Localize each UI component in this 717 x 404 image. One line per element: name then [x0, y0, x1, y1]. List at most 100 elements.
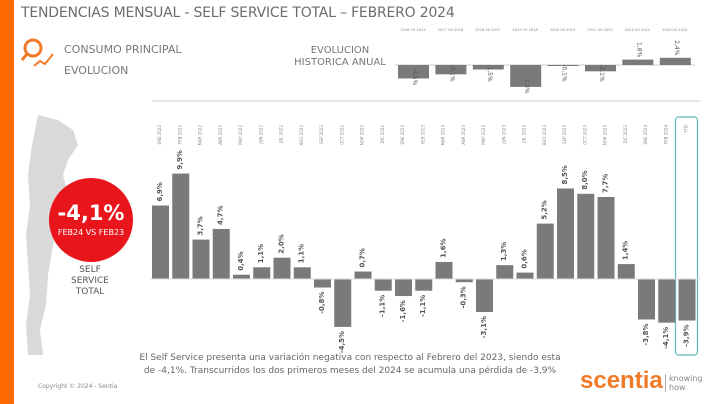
month-label: DIC 2023 [623, 125, 628, 144]
bar-value-label: 1,1% [298, 244, 306, 263]
month-bar [192, 239, 210, 279]
month-bar [212, 228, 230, 279]
month-label: YTD [684, 125, 689, 134]
mini-bar-label: -7,3% [523, 76, 530, 94]
bar-value-label: -0,3% [460, 286, 468, 308]
kpi-value: -4,1% [57, 201, 125, 225]
logo-tagline: knowing how [665, 374, 703, 392]
month-label: NOV 2022 [360, 125, 365, 146]
bar-value-label: -1,1% [379, 295, 387, 317]
bar-value-label: 8,0% [581, 170, 589, 189]
month-bar [233, 274, 250, 279]
month-bar [293, 267, 311, 279]
page-title: TENDENCIAS MENSUAL - SELF SERVICE TOTAL … [21, 5, 455, 21]
section-subtitle: EVOLUCION [64, 64, 129, 77]
month-label: ABR 2022 [218, 125, 223, 145]
month-label: FEB 2024 [663, 125, 668, 144]
mini-bar [472, 65, 504, 70]
mini-category-label: 2018 VS 2017 [475, 28, 500, 32]
bar-value-label: 4,7% [217, 206, 225, 225]
month-bar [334, 279, 352, 327]
month-bar [496, 265, 514, 279]
bar-value-label: 1,3% [500, 242, 508, 261]
month-label: JUL 2022 [279, 125, 284, 144]
month-label: FEB 2023 [420, 125, 425, 144]
bar-value-label: -4,5% [338, 331, 346, 353]
accent-sidebar [0, 0, 14, 404]
month-bar [415, 279, 433, 291]
mini-category-label: 2016 VS 2015 [400, 28, 425, 32]
description: El Self Service presenta una variación n… [139, 353, 561, 376]
month-label: JUN 2023 [501, 125, 506, 145]
scentia-logo: scentia [580, 367, 663, 394]
bar-value-label: -4,1% [662, 327, 670, 349]
month-label: SEP 2023 [562, 125, 567, 144]
bar-value-label: 3,7% [197, 216, 205, 235]
mini-bar [435, 65, 467, 75]
copyright: Copyright © 2024 - Sentia [38, 383, 118, 390]
bar-value-label: 0,4% [237, 251, 245, 270]
month-bar [314, 279, 331, 288]
bar-value-label: 1,6% [440, 239, 448, 258]
mini-bar-label: 2,4% [673, 40, 680, 56]
month-bar [557, 188, 574, 279]
month-bar [617, 264, 635, 279]
month-bar [516, 272, 534, 279]
mini-category-label: 2020 VS 2019 [550, 28, 576, 32]
month-label: FEB 2022 [177, 125, 182, 144]
month-label: ENE 2024 [643, 125, 648, 145]
month-label: JUN 2022 [258, 125, 263, 145]
month-bar [658, 279, 676, 323]
bar-value-label: 1,1% [257, 244, 265, 263]
bar-value-label: -3,8% [642, 323, 650, 345]
mini-bar [398, 65, 429, 79]
month-label: MAY 2023 [481, 125, 486, 145]
month-bar [273, 257, 291, 279]
magnifier-trend-icon [20, 38, 54, 67]
bar-value-label: 8,5% [561, 165, 569, 184]
month-bar [597, 196, 615, 279]
month-bar [435, 261, 453, 279]
month-bar [152, 205, 169, 279]
bar-value-label: 5,2% [541, 200, 549, 219]
mini-bar [585, 65, 616, 72]
month-bar [455, 279, 473, 283]
kpi-circle: -4,1% FEB24 VS FEB23 [49, 178, 133, 262]
month-label: MAY 2022 [238, 125, 243, 145]
mini-bar [659, 57, 691, 65]
mini-category-label: 2019 VS 2018 [513, 28, 539, 32]
month-label: OCT 2023 [582, 125, 587, 145]
month-bar [253, 267, 271, 279]
month-label: MAR 2023 [441, 125, 446, 146]
mini-bar [510, 65, 542, 87]
bar-value-label: -1,6% [399, 300, 407, 322]
bar-value-label: 7,7% [602, 174, 610, 193]
month-bar [577, 193, 595, 279]
bar-value-label: 6,9% [156, 182, 164, 201]
bar-value-label: 0,6% [521, 249, 529, 268]
mini-category-label: 2021 VS 2020 [587, 28, 613, 32]
month-label: SEP 2022 [319, 125, 324, 144]
bar-value-label: 0,7% [359, 248, 367, 267]
month-bar [536, 223, 554, 279]
month-label: JUL 2023 [522, 125, 527, 144]
bar-value-label: 2,0% [278, 234, 286, 253]
month-bar [476, 279, 493, 313]
bar-value-label: -1,1% [419, 295, 427, 317]
month-label: ENE 2023 [400, 125, 405, 145]
month-bar [172, 173, 190, 279]
mini-bar-label: 1,8% [635, 42, 642, 58]
month-label: ABR 2023 [461, 125, 466, 145]
month-bar [374, 279, 392, 291]
mini-bar-label: -2,1% [598, 64, 605, 82]
kpi-category: SELF SERVICE TOTAL [71, 265, 109, 297]
month-label: AGO 2023 [542, 125, 547, 146]
mini-bar-label: -0,1% [561, 64, 568, 82]
bar-value-label: 9,9% [176, 150, 184, 169]
month-bar [395, 279, 412, 297]
month-label: ENE 2022 [157, 125, 162, 145]
month-label: MAR 2022 [198, 125, 203, 146]
ytd-highlight [674, 116, 699, 356]
mini-category-label: 2017 VS 2016 [438, 28, 464, 32]
month-label: OCT 2022 [339, 125, 344, 145]
